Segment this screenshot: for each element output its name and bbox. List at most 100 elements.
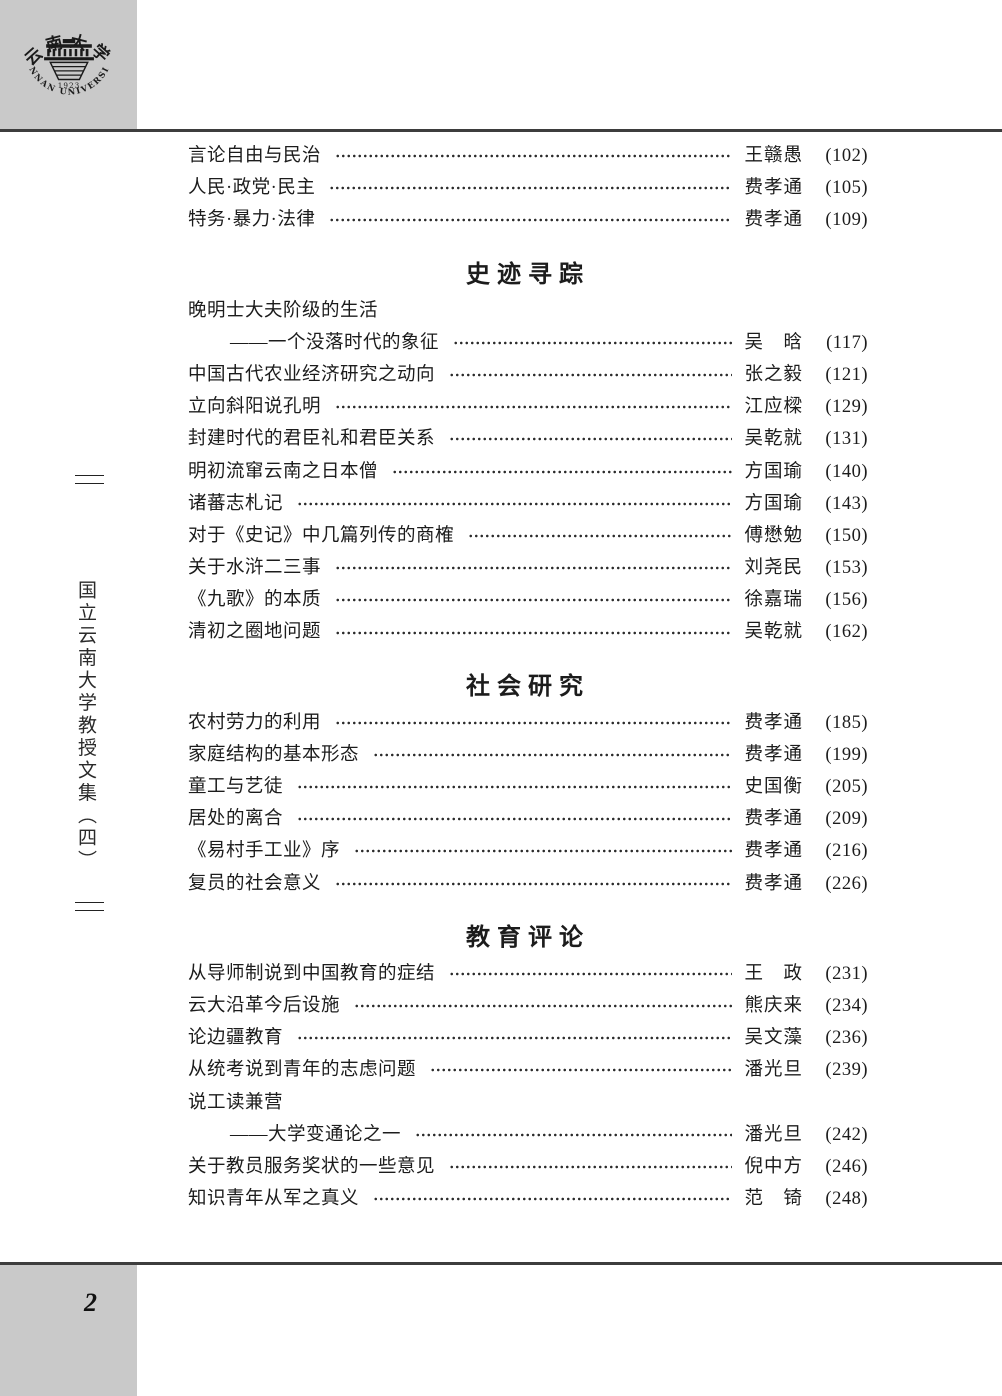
entry-title: 对于《史记》中几篇列传的商榷 xyxy=(188,525,455,546)
toc-entry: 对于《史记》中几篇列传的商榷 傅懋勉 (150) xyxy=(188,520,868,552)
entry-author: 张之毅 xyxy=(744,364,803,385)
toc-entry: ——大学变通论之一 潘光旦 (242) xyxy=(188,1119,868,1151)
toc-entry: 封建时代的君臣礼和君臣关系 吴乾就 (131) xyxy=(188,423,868,455)
spine-double-line-bottom xyxy=(75,902,104,911)
entry-page-number: (199) xyxy=(825,744,868,765)
entry-page-number: (109) xyxy=(825,210,868,231)
toc-entry: 晚明士大夫阶级的生活 xyxy=(188,295,868,327)
dotted-leader-icon xyxy=(335,561,733,576)
entry-title: ——一个没落时代的象征 xyxy=(230,332,440,353)
entry-title: 清初之圈地问题 xyxy=(188,622,322,643)
toc-entry: 从导师制说到中国教育的症结 王 政 (231) xyxy=(188,958,868,990)
toc-entry: 《九歌》的本质 徐嘉瑞 (156) xyxy=(188,584,868,616)
section-title: 教育评论 xyxy=(466,921,590,951)
toc-entry: 《易村手工业》序 费孝通 (216) xyxy=(188,835,868,867)
entry-page-number: (248) xyxy=(825,1189,868,1210)
entry-title: 封建时代的君臣礼和君臣关系 xyxy=(188,429,436,450)
entry-author: 潘光旦 xyxy=(744,1124,803,1145)
entry-page-number: (231) xyxy=(825,963,868,984)
section-title: 史迹寻踪 xyxy=(466,258,590,288)
dotted-leader-icon xyxy=(354,844,733,859)
toc-entry: 言论自由与民治 王赣愚 (102) xyxy=(188,140,868,172)
logo-zh-name: 云南大学 xyxy=(20,31,112,70)
yunnan-university-logo-icon: 云南大学 1923 YUNNAN UNIVERSITY xyxy=(15,8,117,97)
section-title: 社会研究 xyxy=(466,670,590,700)
toc-entry: 复员的社会意义 费孝通 (226) xyxy=(188,868,868,900)
entry-title: 中国古代农业经济研究之动向 xyxy=(188,364,436,385)
toc-entry: 农村劳力的利用 费孝通 (185) xyxy=(188,707,868,739)
entry-title: 关于教员服务奖状的一些意见 xyxy=(188,1156,436,1177)
dotted-leader-icon xyxy=(297,780,733,795)
dotted-leader-icon xyxy=(329,181,733,196)
entry-page-number: (226) xyxy=(825,873,868,894)
toc-entry: 明初流窜云南之日本僧 方国瑜 (140) xyxy=(188,456,868,488)
svg-text:云南大学: 云南大学 xyxy=(20,31,117,70)
entry-title: 家庭结构的基本形态 xyxy=(188,744,360,765)
toc-entry: 知识青年从军之真义 范 锜 (248) xyxy=(188,1183,868,1215)
spine-double-line-top xyxy=(75,475,104,484)
toc-entry: 立向斜阳说孔明 江应樑 (129) xyxy=(188,391,868,423)
entry-page-number: (185) xyxy=(825,712,868,733)
entry-page-number: (236) xyxy=(825,1028,868,1049)
entry-page-number: (216) xyxy=(825,841,868,862)
toc-entry: 清初之圈地问题 吴乾就 (162) xyxy=(188,616,868,648)
entry-page-number: (246) xyxy=(825,1156,868,1177)
entry-author: 费孝通 xyxy=(744,809,803,830)
entry-author: 江应樑 xyxy=(744,397,803,418)
entry-title: 云大沿革今后设施 xyxy=(188,995,341,1016)
entry-page-number: (102) xyxy=(825,146,868,166)
entry-title: 说工读兼营 xyxy=(188,1092,284,1113)
entry-title: 论边疆教育 xyxy=(188,1028,284,1049)
dotted-leader-icon xyxy=(449,368,733,383)
entry-author: 费孝通 xyxy=(744,744,803,765)
entry-title: 从导师制说到中国教育的症结 xyxy=(188,963,436,984)
entry-page-number: (117) xyxy=(826,332,868,353)
entry-page-number: (156) xyxy=(825,590,868,611)
entry-title: 知识青年从军之真义 xyxy=(188,1189,360,1210)
toc-entry: 居处的离合 费孝通 (209) xyxy=(188,803,868,835)
entry-author: 王赣愚 xyxy=(744,146,803,166)
toc-entry: 从统考说到青年的志虑问题 潘光旦 (239) xyxy=(188,1054,868,1086)
entry-title: 立向斜阳说孔明 xyxy=(188,397,322,418)
toc-entry: 说工读兼营 xyxy=(188,1087,868,1119)
dotted-leader-icon xyxy=(468,528,733,543)
entry-author: 吴乾就 xyxy=(744,622,803,643)
entry-author: 方国瑜 xyxy=(744,493,803,514)
dotted-leader-icon xyxy=(354,999,733,1014)
toc-entry: 关于教员服务奖状的一些意见 倪中方 (246) xyxy=(188,1151,868,1183)
entry-author: 王 政 xyxy=(744,963,803,984)
toc-entry: 特务·暴力·法律 费孝通 (109) xyxy=(188,204,868,236)
entry-author: 熊庆来 xyxy=(744,995,803,1016)
bottom-rule xyxy=(0,1262,1002,1265)
entry-author: 倪中方 xyxy=(744,1156,803,1177)
header-gray-band xyxy=(0,0,137,129)
entry-title: 关于水浒二三事 xyxy=(188,558,322,579)
entry-page-number: (150) xyxy=(825,525,868,546)
entry-author: 吴乾就 xyxy=(744,429,803,450)
entry-page-number: (140) xyxy=(825,461,868,482)
entry-author: 费孝通 xyxy=(744,841,803,862)
dotted-leader-icon xyxy=(335,876,733,891)
entry-title: 特务·暴力·法律 xyxy=(188,210,316,231)
toc-entry: ——一个没落时代的象征 吴 晗 (117) xyxy=(188,327,868,359)
entry-title: ——大学变通论之一 xyxy=(230,1124,402,1145)
footer-gray-band xyxy=(0,1265,137,1396)
entry-page-number: (105) xyxy=(825,178,868,199)
dotted-leader-icon xyxy=(335,625,733,640)
entry-title: 诸蕃志札记 xyxy=(188,493,284,514)
entry-title: 农村劳力的利用 xyxy=(188,712,322,733)
entry-page-number: (121) xyxy=(825,364,868,385)
entry-author: 吴文藻 xyxy=(744,1028,803,1049)
entry-author: 方国瑜 xyxy=(744,461,803,482)
dotted-leader-icon xyxy=(297,812,733,827)
dotted-leader-icon xyxy=(297,496,733,511)
dotted-leader-icon xyxy=(335,400,733,415)
dotted-leader-icon xyxy=(373,1192,733,1207)
toc-entry: 人民·政党·民主 费孝通 (105) xyxy=(188,172,868,204)
page-number: 2 xyxy=(84,1288,97,1317)
entry-page-number: (242) xyxy=(825,1124,868,1145)
entry-page-number: (131) xyxy=(825,429,868,450)
entry-author: 徐嘉瑞 xyxy=(744,590,803,611)
logo-year: 1923 xyxy=(58,81,81,90)
toc-entry: 童工与艺徒 史国衡 (205) xyxy=(188,771,868,803)
